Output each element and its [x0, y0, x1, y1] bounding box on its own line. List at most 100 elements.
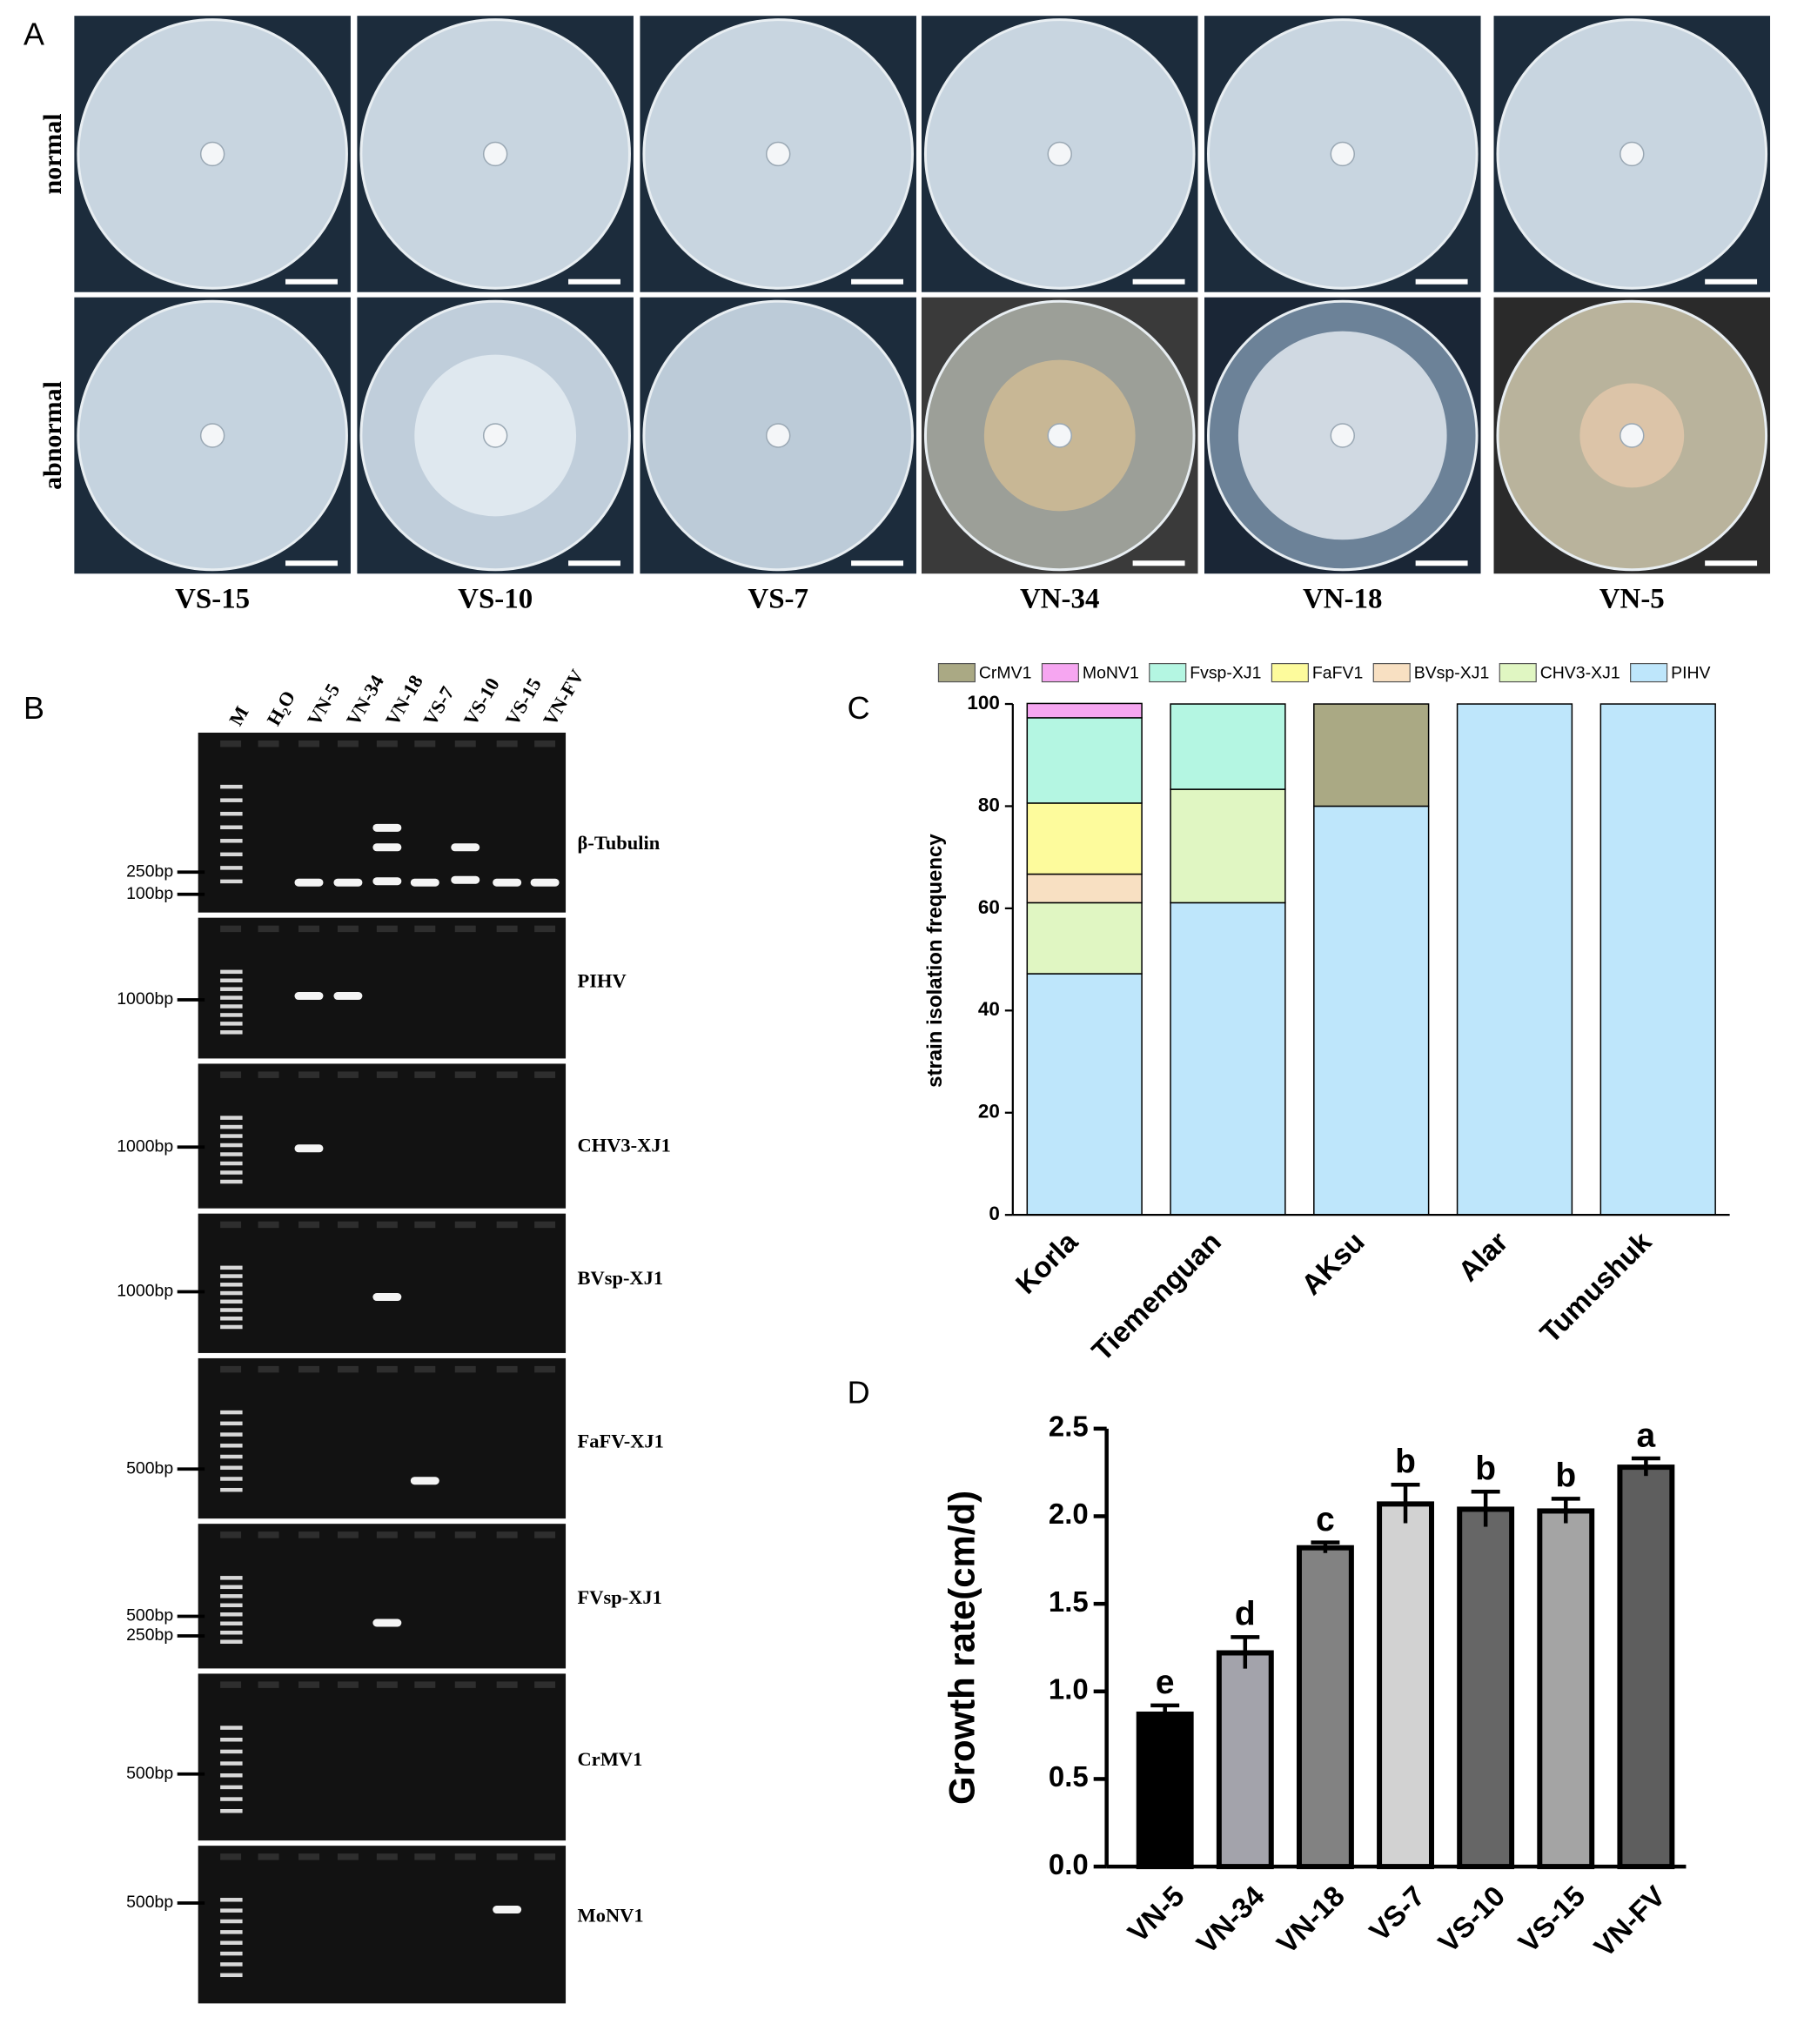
inoculum [1330, 141, 1355, 167]
gel [198, 1673, 567, 1841]
legend-swatch [1499, 662, 1537, 683]
band [451, 875, 480, 884]
ladder-band [220, 1265, 243, 1270]
y-axis-label: Growth rate(cm/d) [941, 1491, 982, 1805]
ladder-band [220, 1421, 243, 1426]
value-label: b [1475, 1451, 1496, 1488]
bar [1377, 1501, 1434, 1870]
lane-label: VS-7 [419, 683, 458, 730]
ladder-band [220, 784, 243, 789]
well [298, 1681, 319, 1688]
bar [1537, 1508, 1595, 1870]
legend-label: Fvsp-XJ1 [1190, 664, 1261, 683]
well [376, 1681, 398, 1688]
bar [1457, 1506, 1515, 1870]
well [298, 740, 319, 747]
well [414, 1365, 436, 1373]
band [451, 843, 480, 852]
well [220, 1365, 242, 1373]
well [220, 1531, 242, 1538]
well [496, 740, 518, 747]
ladder-band [220, 1283, 243, 1287]
well [454, 1681, 476, 1688]
inoculum [1620, 141, 1645, 167]
bar [1617, 1464, 1675, 1870]
marker-label: 1000bp [117, 1136, 173, 1156]
x-tick-label: VN-5 [1122, 1880, 1190, 1948]
well [454, 925, 476, 933]
band [372, 1293, 402, 1302]
x-tick-label: AKsu [1295, 1225, 1371, 1301]
legend-label: CrMV1 [979, 664, 1032, 683]
well [258, 1365, 279, 1373]
marker-label: 500bp [126, 1764, 173, 1783]
well [496, 1681, 518, 1688]
ladder-band [220, 811, 243, 816]
well [534, 1221, 556, 1229]
value-label: b [1395, 1444, 1416, 1481]
x-tick-label: Alar [1452, 1225, 1514, 1288]
well [496, 925, 518, 933]
well [220, 740, 242, 747]
strain-label: VN-18 [1303, 583, 1382, 614]
value-label: c [1316, 1501, 1335, 1538]
well [337, 925, 359, 933]
well [258, 1681, 279, 1688]
well [337, 1853, 359, 1860]
value-label: e [1156, 1664, 1175, 1701]
gene-label: β-Tubulin [578, 832, 661, 854]
legend-label: BVsp-XJ1 [1414, 664, 1490, 683]
ladder-band [220, 1179, 243, 1184]
well [534, 1681, 556, 1688]
band [372, 1618, 402, 1627]
well [414, 1681, 436, 1688]
ladder-band [220, 1030, 243, 1035]
marker-label: 500bp [126, 1893, 173, 1912]
well [258, 1531, 279, 1538]
strain-label: VS-15 [175, 583, 250, 614]
gel [198, 1846, 567, 2004]
well [414, 1071, 436, 1078]
ladder-band [220, 1797, 243, 1801]
well [337, 1071, 359, 1078]
band [372, 877, 402, 886]
band [410, 1477, 439, 1485]
ladder-band [220, 1116, 243, 1120]
value-label: d [1235, 1596, 1256, 1633]
ladder-band [220, 1621, 243, 1625]
ladder-band [220, 839, 243, 843]
ladder-band [220, 1749, 243, 1754]
ladder-band [220, 1152, 243, 1156]
y-tick-label: 80 [978, 794, 1000, 815]
band [530, 878, 560, 887]
band [372, 843, 402, 852]
well [534, 1853, 556, 1860]
well [376, 1853, 398, 1860]
ladder-band [220, 1022, 243, 1026]
gene-label: CrMV1 [578, 1748, 643, 1770]
ladder-band [220, 1951, 243, 1956]
panel-letter: C [848, 690, 870, 726]
y-tick-label: 1.5 [1049, 1585, 1089, 1618]
lane-label: M [225, 702, 252, 729]
bar-segment [1456, 703, 1573, 1216]
bar [1216, 1650, 1274, 1870]
ladder-band [220, 1324, 243, 1330]
marker-label: 100bp [126, 884, 173, 903]
ladder-band [220, 1919, 243, 1924]
ladder-band [220, 1317, 243, 1321]
strain-label: VS-7 [748, 583, 808, 614]
y-tick-label: 20 [978, 1101, 1000, 1123]
bar [1296, 1545, 1354, 1870]
value-label: b [1555, 1458, 1576, 1495]
ladder-band [220, 879, 243, 884]
well [258, 740, 279, 747]
y-axis-label: strain isolation frequency [923, 834, 947, 1088]
marker-label: 500bp [126, 1458, 173, 1478]
gel [198, 1357, 567, 1519]
band [333, 992, 363, 1001]
well [337, 1531, 359, 1538]
panel-letter: A [23, 17, 44, 52]
ladder-band [220, 1454, 243, 1459]
